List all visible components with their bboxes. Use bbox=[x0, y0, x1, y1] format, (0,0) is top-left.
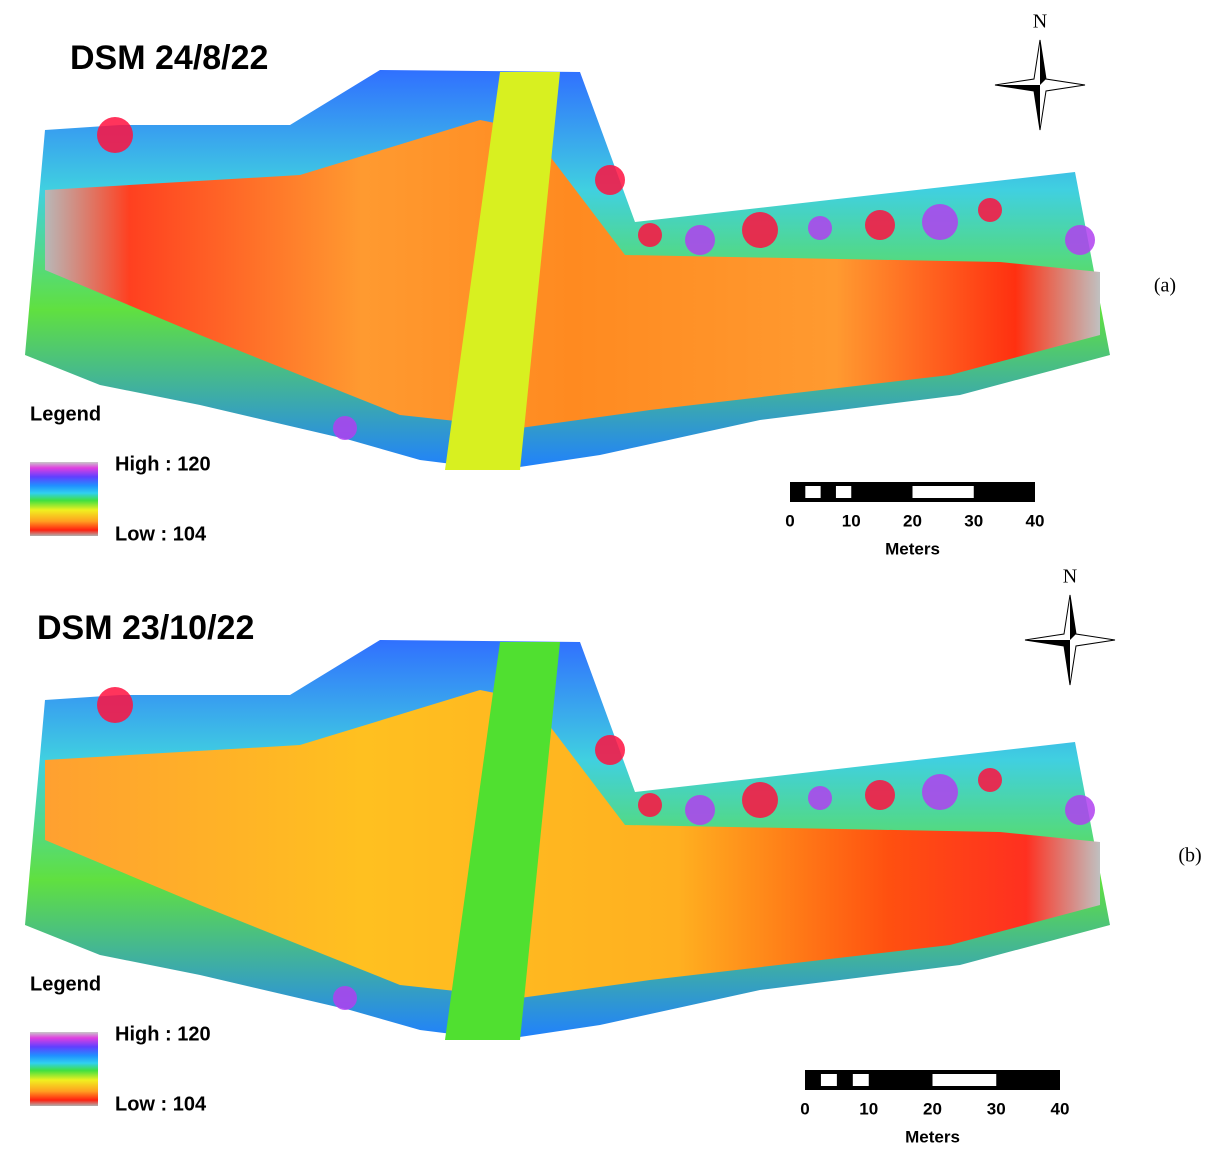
scale-tick-label: 20 bbox=[903, 511, 922, 530]
vegetation bbox=[333, 986, 357, 1010]
vegetation bbox=[685, 225, 715, 255]
vegetation bbox=[97, 117, 133, 153]
panels: DSM 24/8/22 Legend High : 120 Low : 104 0 10 2… bbox=[25, 11, 1202, 1147]
vegetation bbox=[595, 165, 625, 195]
scale-tick-label: 10 bbox=[859, 1099, 878, 1118]
legend-colorbar bbox=[30, 1032, 98, 1106]
vegetation bbox=[742, 782, 778, 818]
vegetation bbox=[97, 687, 133, 723]
vegetation bbox=[865, 780, 895, 810]
legend-low: Low : 104 bbox=[115, 523, 207, 545]
panel-label: (a) bbox=[1154, 275, 1176, 297]
scale-unit: Meters bbox=[905, 1127, 960, 1146]
scale-tick-label: 0 bbox=[785, 511, 794, 530]
scale-tick-label: 30 bbox=[964, 511, 983, 530]
vegetation bbox=[742, 212, 778, 248]
scale-segment bbox=[805, 486, 820, 498]
scale-tick-label: 0 bbox=[800, 1099, 809, 1118]
figure: DSM 24/8/22 Legend High : 120 Low : 104 0 10 2… bbox=[0, 0, 1220, 1149]
vegetation bbox=[808, 216, 832, 240]
scale-unit: Meters bbox=[885, 539, 940, 558]
scale-segment bbox=[853, 1074, 869, 1086]
scale-tick-label: 30 bbox=[987, 1099, 1006, 1118]
legend-title: Legend bbox=[30, 403, 101, 425]
scale-segment bbox=[821, 1074, 837, 1086]
vegetation bbox=[685, 795, 715, 825]
vegetation bbox=[865, 210, 895, 240]
vegetation bbox=[922, 204, 958, 240]
scale-segment bbox=[913, 486, 974, 498]
scale-tick-label: 10 bbox=[842, 511, 861, 530]
map-title: DSM 23/10/22 bbox=[37, 609, 254, 647]
legend-low: Low : 104 bbox=[115, 1093, 207, 1115]
vegetation bbox=[1065, 225, 1095, 255]
vegetation bbox=[1065, 795, 1095, 825]
scale-tick-label: 40 bbox=[1051, 1099, 1070, 1118]
scale-segment bbox=[933, 1074, 997, 1086]
panel: DSM 23/10/22 Legend High : 120 Low : 104 0 10… bbox=[25, 566, 1202, 1147]
vegetation bbox=[978, 768, 1002, 792]
vegetation bbox=[638, 793, 662, 817]
vegetation bbox=[595, 735, 625, 765]
legend-title: Legend bbox=[30, 973, 101, 995]
vegetation bbox=[978, 198, 1002, 222]
legend-colorbar bbox=[30, 462, 98, 536]
vegetation bbox=[808, 786, 832, 810]
vegetation bbox=[638, 223, 662, 247]
vegetation bbox=[922, 774, 958, 810]
north-label: N bbox=[1033, 11, 1047, 33]
scale-segment bbox=[836, 486, 851, 498]
map-title: DSM 24/8/22 bbox=[70, 39, 268, 77]
vegetation bbox=[333, 416, 357, 440]
panel: DSM 24/8/22 Legend High : 120 Low : 104 0 10 2… bbox=[25, 11, 1176, 559]
legend-high: High : 120 bbox=[115, 1023, 211, 1045]
legend-high: High : 120 bbox=[115, 453, 211, 475]
panel-label: (b) bbox=[1178, 845, 1201, 867]
scale-tick-label: 40 bbox=[1026, 511, 1045, 530]
north-label: N bbox=[1063, 566, 1077, 588]
scale-tick-label: 20 bbox=[923, 1099, 942, 1118]
